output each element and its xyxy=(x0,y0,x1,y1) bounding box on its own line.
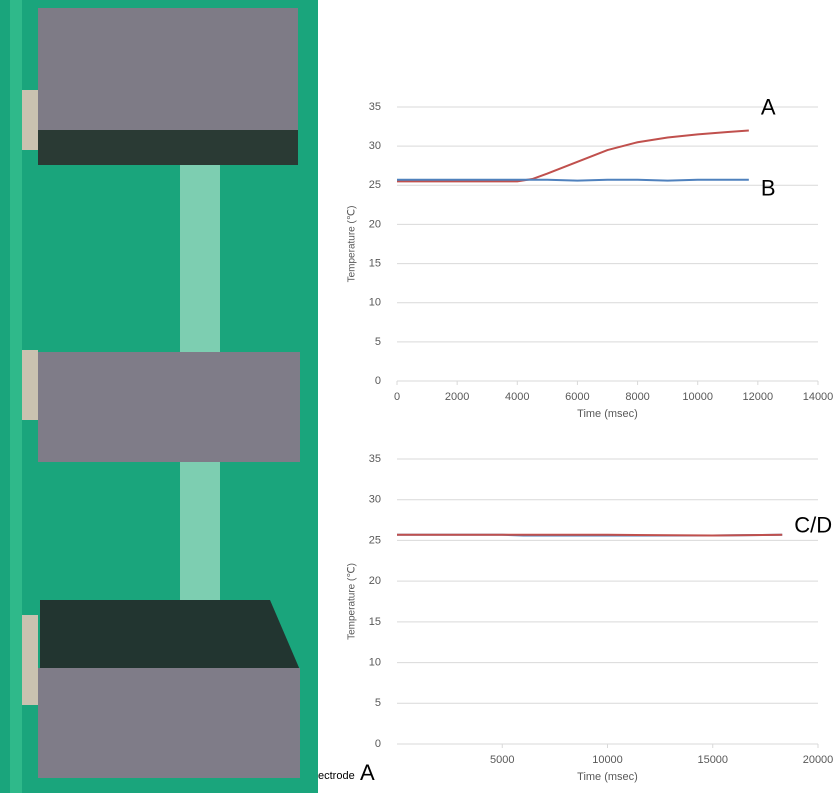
x-tick-label: 6000 xyxy=(565,391,589,403)
figure: ectrode A 0 5 10 15 20 25 30 35 0 2000 4000 6000 800… xyxy=(0,0,838,793)
x-tick-label: 0 xyxy=(394,391,400,403)
y-axis-label: Temperature (℃) xyxy=(347,206,358,283)
photo xyxy=(0,0,318,793)
x-tick-label: 14000 xyxy=(803,391,834,403)
x-tick-label: 8000 xyxy=(625,391,649,403)
y-tick-label: 30 xyxy=(369,140,381,152)
photo-label: A xyxy=(360,760,375,785)
y-tick-label: 0 xyxy=(375,375,381,387)
y-axis-label: Temperature (℃) xyxy=(347,563,358,640)
x-tick-label: 12000 xyxy=(743,391,774,403)
y-tick-label: 20 xyxy=(369,575,381,587)
y-tick-label: 20 xyxy=(369,218,381,230)
y-tick-label: 0 xyxy=(375,738,381,750)
x-axis-label: Time (msec) xyxy=(577,408,638,420)
y-tick-label: 35 xyxy=(369,101,381,113)
x-tick-label: 10000 xyxy=(592,754,623,766)
x-tick-label: 4000 xyxy=(505,391,529,403)
series-label: C/D xyxy=(794,513,832,538)
y-tick-label: 30 xyxy=(369,494,381,506)
y-tick-label: 15 xyxy=(369,616,381,628)
y-tick-label: 35 xyxy=(369,453,381,465)
y-tick-label: 25 xyxy=(369,179,381,191)
y-tick-label: 15 xyxy=(369,257,381,269)
series-label: B xyxy=(761,176,776,201)
y-tick-label: 5 xyxy=(375,697,381,709)
x-axis-label: Time (msec) xyxy=(577,771,638,783)
y-tick-label: 5 xyxy=(375,336,381,348)
x-tick-label: 20000 xyxy=(803,754,834,766)
series-line xyxy=(397,130,749,181)
series-line xyxy=(397,180,749,181)
x-tick-label: 2000 xyxy=(445,391,469,403)
series-label: A xyxy=(761,94,776,119)
y-tick-label: 10 xyxy=(369,297,381,309)
y-tick-label: 25 xyxy=(369,534,381,546)
y-tick-label: 10 xyxy=(369,656,381,668)
x-tick-label: 5000 xyxy=(490,754,514,766)
x-tick-label: 10000 xyxy=(682,391,713,403)
series-line xyxy=(397,535,782,536)
x-tick-label: 15000 xyxy=(697,754,728,766)
photo-label: ectrode xyxy=(318,770,355,782)
